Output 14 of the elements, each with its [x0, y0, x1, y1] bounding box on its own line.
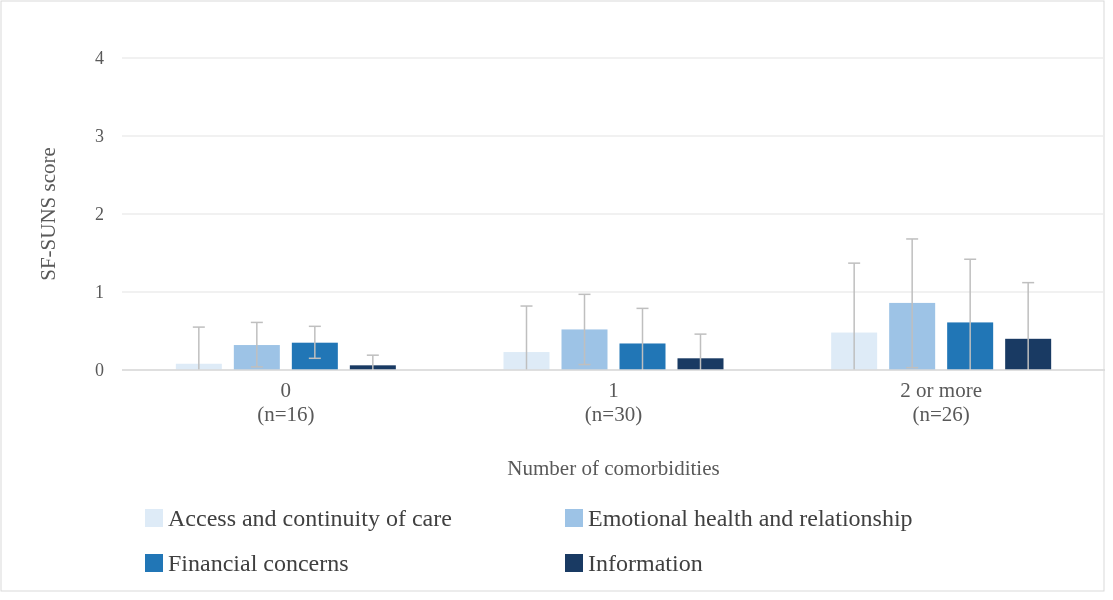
y-tick-label: 0	[95, 360, 104, 381]
legend-label: Financial concerns	[168, 550, 349, 577]
legend-label: Access and continuity of care	[168, 505, 452, 532]
x-tick-label: 0 (n=16)	[257, 378, 315, 426]
y-tick-label: 3	[95, 126, 104, 147]
x-tick-label: 2 or more (n=26)	[900, 378, 982, 426]
y-axis-title: SF-SUNS score	[36, 147, 60, 281]
x-axis-title: Number of comorbidities	[507, 456, 720, 480]
legend-label: Information	[588, 550, 703, 577]
y-tick-label: 1	[95, 282, 104, 303]
y-tick-label: 4	[95, 48, 104, 69]
y-tick-label: 2	[95, 204, 104, 225]
x-tick-label: 1 (n=30)	[584, 378, 643, 426]
legend-label: Emotional health and relationship	[588, 505, 913, 532]
